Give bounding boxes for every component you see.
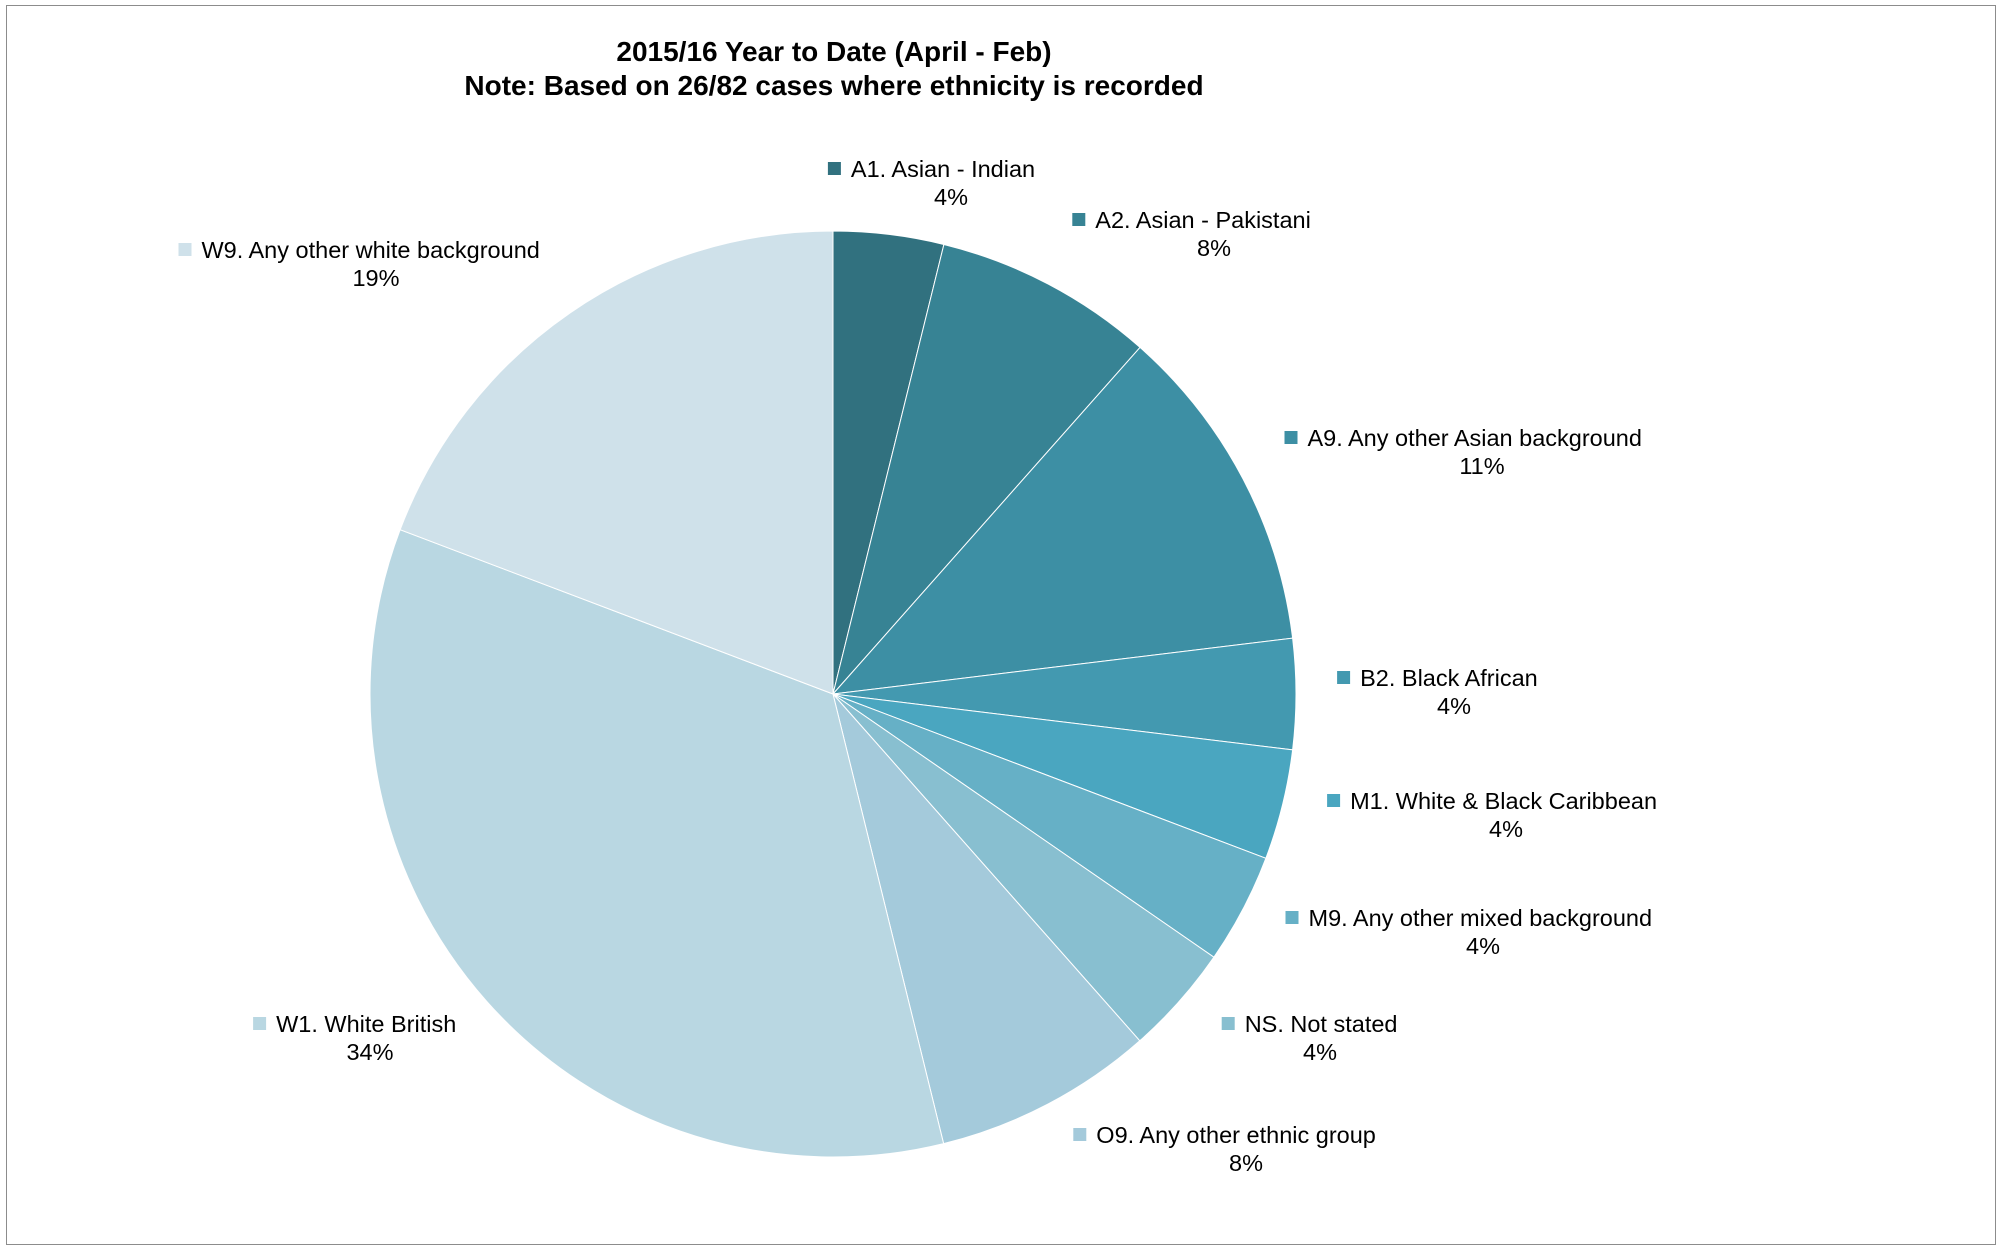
legend-marker-w1-white-british — [253, 1017, 267, 1030]
slice-percent-ns-not-stated: 4% — [1303, 1039, 1337, 1065]
slice-percent-m9-any-other-mixed-background: 4% — [1466, 933, 1500, 959]
slice-label-a2-asian-pakistani: A2. Asian - Pakistani — [1095, 207, 1311, 233]
slice-label-a1-asian-indian: A1. Asian - Indian — [851, 156, 1035, 182]
slice-label-o9-any-other-ethnic-group: O9. Any other ethnic group — [1096, 1122, 1376, 1148]
pie-slice-w9-any-other-white-background — [399, 230, 834, 695]
legend-marker-b2-black-african — [1337, 671, 1351, 684]
slice-percent-b2-black-african: 4% — [1437, 693, 1471, 719]
chart-frame: 2015/16 Year to Date (April - Feb) Note:… — [6, 5, 1996, 1245]
slice-label-w9-any-other-white-background: W9. Any other white background — [202, 237, 540, 263]
slice-percent-w9-any-other-white-background: 19% — [352, 265, 399, 291]
pie-slice-a9-any-other-asian-background — [831, 346, 1294, 695]
slice-percent-a1-asian-indian: 4% — [934, 184, 968, 210]
slice-label-a9-any-other-asian-background: A9. Any other Asian background — [1308, 425, 1642, 451]
slice-percent-a2-asian-pakistani: 8% — [1197, 235, 1231, 261]
chart-subtitle: Note: Based on 26/82 cases where ethnici… — [464, 70, 1203, 101]
pie-slice-o9-any-other-ethnic-group — [832, 693, 1141, 1145]
slice-percent-o9-any-other-ethnic-group: 8% — [1229, 1150, 1263, 1176]
slice-label-m1-white-black-caribbean: M1. White & Black Caribbean — [1350, 788, 1657, 814]
slice-label-b2-black-african: B2. Black African — [1360, 665, 1538, 691]
legend-marker-m9-any-other-mixed-background — [1285, 911, 1299, 924]
pie-slice-a2-asian-pakistani — [832, 243, 1141, 695]
pie-slices — [369, 230, 1297, 1158]
legend-marker-m1-white-black-caribbean — [1327, 794, 1341, 807]
slice-label-w1-white-british: W1. White British — [276, 1011, 456, 1037]
legend-marker-a2-asian-pakistani — [1072, 213, 1086, 226]
legend-marker-a1-asian-indian — [827, 162, 841, 175]
slice-label-ns-not-stated: NS. Not stated — [1245, 1011, 1398, 1037]
legend-marker-a9-any-other-asian-background — [1284, 431, 1298, 444]
slice-percent-m1-white-black-caribbean: 4% — [1489, 816, 1523, 842]
pie-chart: 2015/16 Year to Date (April - Feb) Note:… — [178, 36, 1657, 1176]
pie-slice-w1-white-british — [369, 529, 945, 1158]
slice-percent-w1-white-british: 34% — [346, 1039, 393, 1065]
legend-marker-ns-not-stated — [1221, 1017, 1235, 1030]
slice-label-m9-any-other-mixed-background: M9. Any other mixed background — [1309, 905, 1653, 931]
legend-marker-w9-any-other-white-background — [178, 243, 192, 256]
chart-title: 2015/16 Year to Date (April - Feb) — [616, 36, 1051, 67]
legend-marker-o9-any-other-ethnic-group — [1073, 1128, 1087, 1141]
slice-percent-a9-any-other-asian-background: 11% — [1459, 453, 1504, 479]
